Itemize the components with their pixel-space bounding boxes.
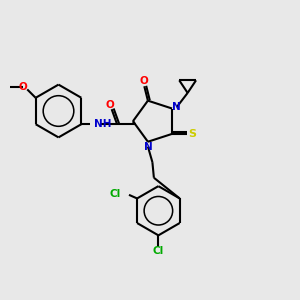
Text: N: N <box>143 142 152 152</box>
Text: O: O <box>140 76 149 86</box>
Text: NH: NH <box>94 119 112 129</box>
Text: O: O <box>106 100 115 110</box>
Text: Cl: Cl <box>153 246 164 256</box>
Text: N: N <box>172 102 181 112</box>
Text: O: O <box>19 82 28 92</box>
Text: S: S <box>188 129 196 139</box>
Text: Cl: Cl <box>110 189 121 199</box>
